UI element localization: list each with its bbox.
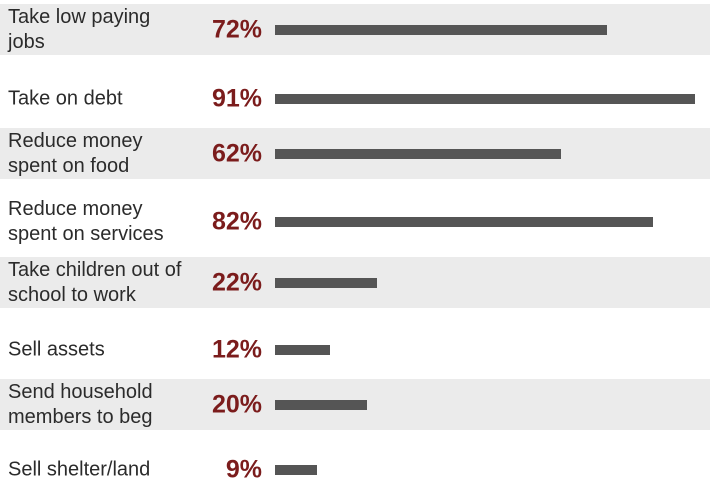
bar: [275, 277, 377, 288]
value-label: 20%: [211, 390, 262, 418]
value-label: 12%: [211, 335, 262, 363]
bar: [275, 464, 317, 475]
bar: [275, 216, 653, 227]
chart-row: Sell assets 12%: [0, 324, 710, 375]
category-label: Sell shelter/land: [8, 458, 151, 480]
bar: [275, 93, 695, 104]
chart-row: Reduce money spent on food 62%: [0, 128, 710, 179]
chart-row: Sell shelter/land 9%: [0, 444, 710, 487]
value-label: 62%: [211, 139, 262, 167]
value-label: 91%: [211, 84, 262, 112]
value-label: 82%: [211, 207, 262, 235]
category-label: Reduce money spent on food: [8, 129, 143, 177]
chart-row: Send household members to beg 20%: [0, 379, 710, 430]
value-label: 22%: [211, 268, 262, 296]
chart-row: Take on debt 91%: [0, 73, 710, 124]
bar: [275, 399, 367, 410]
category-label: Reduce money spent on services: [8, 197, 164, 245]
category-label: Take children out of school to work: [8, 258, 182, 306]
category-label: Sell assets: [8, 338, 105, 360]
category-label: Take low paying jobs: [8, 5, 151, 53]
value-label: 72%: [211, 15, 262, 43]
chart-row: Reduce money spent on services 82%: [0, 196, 710, 247]
category-label: Send household members to beg: [8, 380, 153, 428]
value-label: 9%: [225, 455, 262, 483]
chart-row: Take low paying jobs 72%: [0, 4, 710, 55]
category-label: Take on debt: [8, 87, 123, 109]
bar: [275, 148, 561, 159]
bar: [275, 344, 330, 355]
bar: [275, 24, 607, 35]
chart-row: Take children out of school to work 22%: [0, 257, 710, 308]
